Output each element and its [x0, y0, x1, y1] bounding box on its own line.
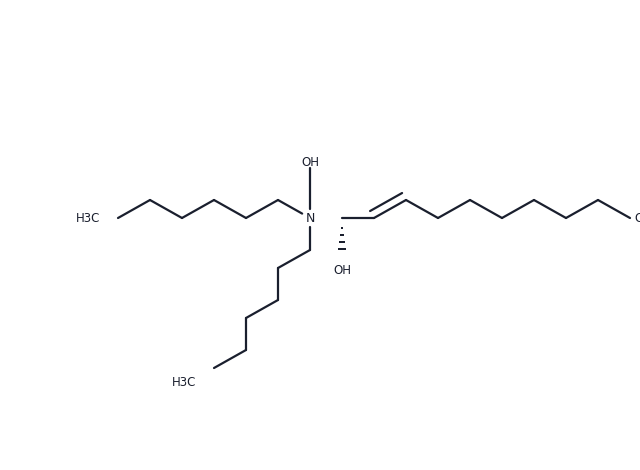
Text: CH₃: CH₃ — [634, 212, 640, 225]
Text: N: N — [305, 212, 315, 225]
Text: OH: OH — [301, 156, 319, 169]
Text: H3C: H3C — [76, 212, 100, 225]
Text: H3C: H3C — [172, 376, 196, 389]
Text: OH: OH — [333, 264, 351, 277]
